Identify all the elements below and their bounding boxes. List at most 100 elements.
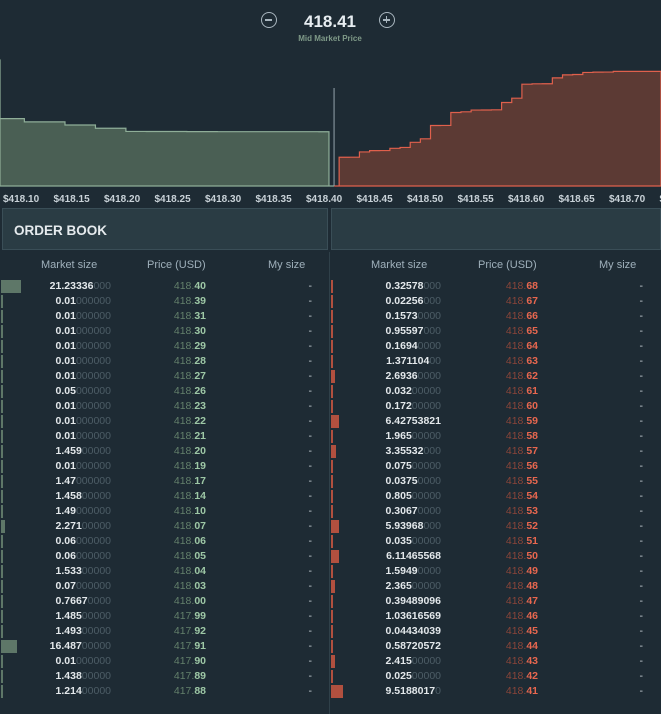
ask-row[interactable]: 6.42753821 418.59 -	[330, 414, 661, 429]
ask-row[interactable]: 6.11465568 418.50 -	[330, 549, 661, 564]
size-padding: 000000	[75, 580, 111, 592]
bid-row[interactable]: 2.27100000 418.07 -	[0, 519, 329, 534]
ask-row[interactable]: 0.30670000 418.53 -	[330, 504, 661, 519]
bid-row[interactable]: 1.48500000 417.99 -	[0, 609, 329, 624]
price: 418.07	[174, 519, 206, 534]
bid-row[interactable]: 1.21400000 417.88 -	[0, 684, 329, 699]
price: 418.30	[174, 324, 206, 339]
ask-row[interactable]: 0.80500000 418.54 -	[330, 489, 661, 504]
bid-row[interactable]: 0.06000000 418.05 -	[0, 549, 329, 564]
ask-row[interactable]: 0.07500000 418.56 -	[330, 459, 661, 474]
bid-row[interactable]: 0.01000000 418.22 -	[0, 414, 329, 429]
bid-row[interactable]: 0.01000000 417.90 -	[0, 654, 329, 669]
price-suffix: 66	[526, 310, 538, 322]
ask-row[interactable]: 0.58720572 418.44 -	[330, 639, 661, 654]
bid-row[interactable]: 0.01000000 418.23 -	[0, 399, 329, 414]
ask-row[interactable]: 9.51880170 418.41 -	[330, 684, 661, 699]
ask-row[interactable]: 0.32578000 418.68 -	[330, 279, 661, 294]
price-suffix: 50	[526, 550, 538, 562]
bid-row[interactable]: 16.48700000 417.91 -	[0, 639, 329, 654]
bid-row[interactable]: 0.06000000 418.06 -	[0, 534, 329, 549]
ask-row[interactable]: 2.69360000 418.62 -	[330, 369, 661, 384]
ask-row[interactable]: 1.59490000 418.49 -	[330, 564, 661, 579]
x-tick-label: $418.70	[609, 194, 646, 205]
price-prefix: 418.	[505, 505, 527, 517]
price: 418.47	[506, 594, 538, 609]
size-padding: 00	[429, 355, 441, 367]
x-tick-label: $418.45	[357, 194, 394, 205]
ask-row[interactable]: 2.41500000 418.43 -	[330, 654, 661, 669]
size-value: 21.23336	[49, 280, 94, 292]
price: 418.54	[506, 489, 538, 504]
price: 418.43	[506, 654, 538, 669]
size-padding: 00000	[411, 460, 441, 472]
bid-row[interactable]: 1.45800000 418.14 -	[0, 489, 329, 504]
bid-row[interactable]: 1.45900000 418.20 -	[0, 444, 329, 459]
ask-row[interactable]: 1.96500000 418.58 -	[330, 429, 661, 444]
ask-row[interactable]: 0.03500000 418.51 -	[330, 534, 661, 549]
size-value: 0.06	[55, 550, 76, 562]
bid-row[interactable]: 0.01000000 418.29 -	[0, 339, 329, 354]
ask-row[interactable]: 0.02500000 418.42 -	[330, 669, 661, 684]
price-suffix: 22	[194, 415, 206, 427]
price-suffix: 91	[194, 640, 206, 652]
price: 418.27	[174, 369, 206, 384]
bid-row[interactable]: 1.47000000 418.17 -	[0, 474, 329, 489]
bid-row[interactable]: 1.53300000 418.04 -	[0, 564, 329, 579]
price-suffix: 53	[526, 505, 538, 517]
size-value: 0.58720572	[385, 640, 441, 652]
bid-row[interactable]: 0.01000000 418.21 -	[0, 429, 329, 444]
size-padding: 00000	[81, 490, 111, 502]
ask-row[interactable]: 3.35532000 418.57 -	[330, 444, 661, 459]
ask-row[interactable]: 1.03616569 418.46 -	[330, 609, 661, 624]
bid-row[interactable]: 0.01000000 418.28 -	[0, 354, 329, 369]
bid-row[interactable]: 0.01000000 418.19 -	[0, 459, 329, 474]
size-value: 1.371104	[386, 355, 430, 367]
ask-row[interactable]: 0.39489096 418.47 -	[330, 594, 661, 609]
bid-row[interactable]: 0.01000000 418.39 -	[0, 294, 329, 309]
size-padding: 000	[93, 280, 111, 292]
bid-row[interactable]: 0.07000000 418.03 -	[0, 579, 329, 594]
ask-row[interactable]: 0.03200000 418.61 -	[330, 384, 661, 399]
minus-circle-icon[interactable]	[261, 12, 277, 28]
price-suffix: 46	[526, 610, 538, 622]
bid-row[interactable]: 0.05000000 418.26 -	[0, 384, 329, 399]
bid-row[interactable]: 0.76670000 418.00 -	[0, 594, 329, 609]
ask-row[interactable]: 0.03750000 418.55 -	[330, 474, 661, 489]
ask-row[interactable]: 5.93968000 418.52 -	[330, 519, 661, 534]
ask-row[interactable]: 0.02256000 418.67 -	[330, 294, 661, 309]
bid-row[interactable]: 1.43800000 417.89 -	[0, 669, 329, 684]
size-padding: 000000	[75, 415, 111, 427]
ask-row[interactable]: 2.36500000 418.48 -	[330, 579, 661, 594]
bid-row[interactable]: 0.01000000 418.31 -	[0, 309, 329, 324]
ask-row[interactable]: 0.16940000 418.64 -	[330, 339, 661, 354]
price: 418.48	[506, 579, 538, 594]
price: 418.51	[506, 534, 538, 549]
ask-row[interactable]: 0.17200000 418.60 -	[330, 399, 661, 414]
price: 418.05	[174, 549, 206, 564]
size-value: 0.01	[55, 310, 76, 322]
size-value: 2.415	[385, 655, 412, 667]
price-prefix: 418.	[505, 310, 527, 322]
size-padding: 0000	[87, 595, 111, 607]
price-suffix: 54	[526, 490, 538, 502]
depth-bar	[1, 400, 3, 413]
order-book-header-asks	[331, 208, 661, 250]
price-suffix: 17	[194, 475, 206, 487]
depth-bar	[331, 295, 333, 308]
bid-row[interactable]: 1.49000000 418.10 -	[0, 504, 329, 519]
ask-row[interactable]: 0.95597000 418.65 -	[330, 324, 661, 339]
x-tick-label: $418.15	[54, 194, 91, 205]
bid-row[interactable]: 0.01000000 418.27 -	[0, 369, 329, 384]
ask-row[interactable]: 0.15730000 418.66 -	[330, 309, 661, 324]
bid-row[interactable]: 1.49300000 417.92 -	[0, 624, 329, 639]
size-value: 0.01	[55, 400, 76, 412]
bid-row[interactable]: 21.23336000 418.40 -	[0, 279, 329, 294]
price-suffix: 44	[526, 640, 538, 652]
ask-row[interactable]: 1.37110400 418.63 -	[330, 354, 661, 369]
ask-row[interactable]: 0.04434039 418.45 -	[330, 624, 661, 639]
bid-row[interactable]: 0.01000000 418.30 -	[0, 324, 329, 339]
plus-circle-icon[interactable]	[379, 12, 395, 28]
size-value: 0.01	[55, 370, 76, 382]
price-prefix: 418.	[173, 310, 195, 322]
